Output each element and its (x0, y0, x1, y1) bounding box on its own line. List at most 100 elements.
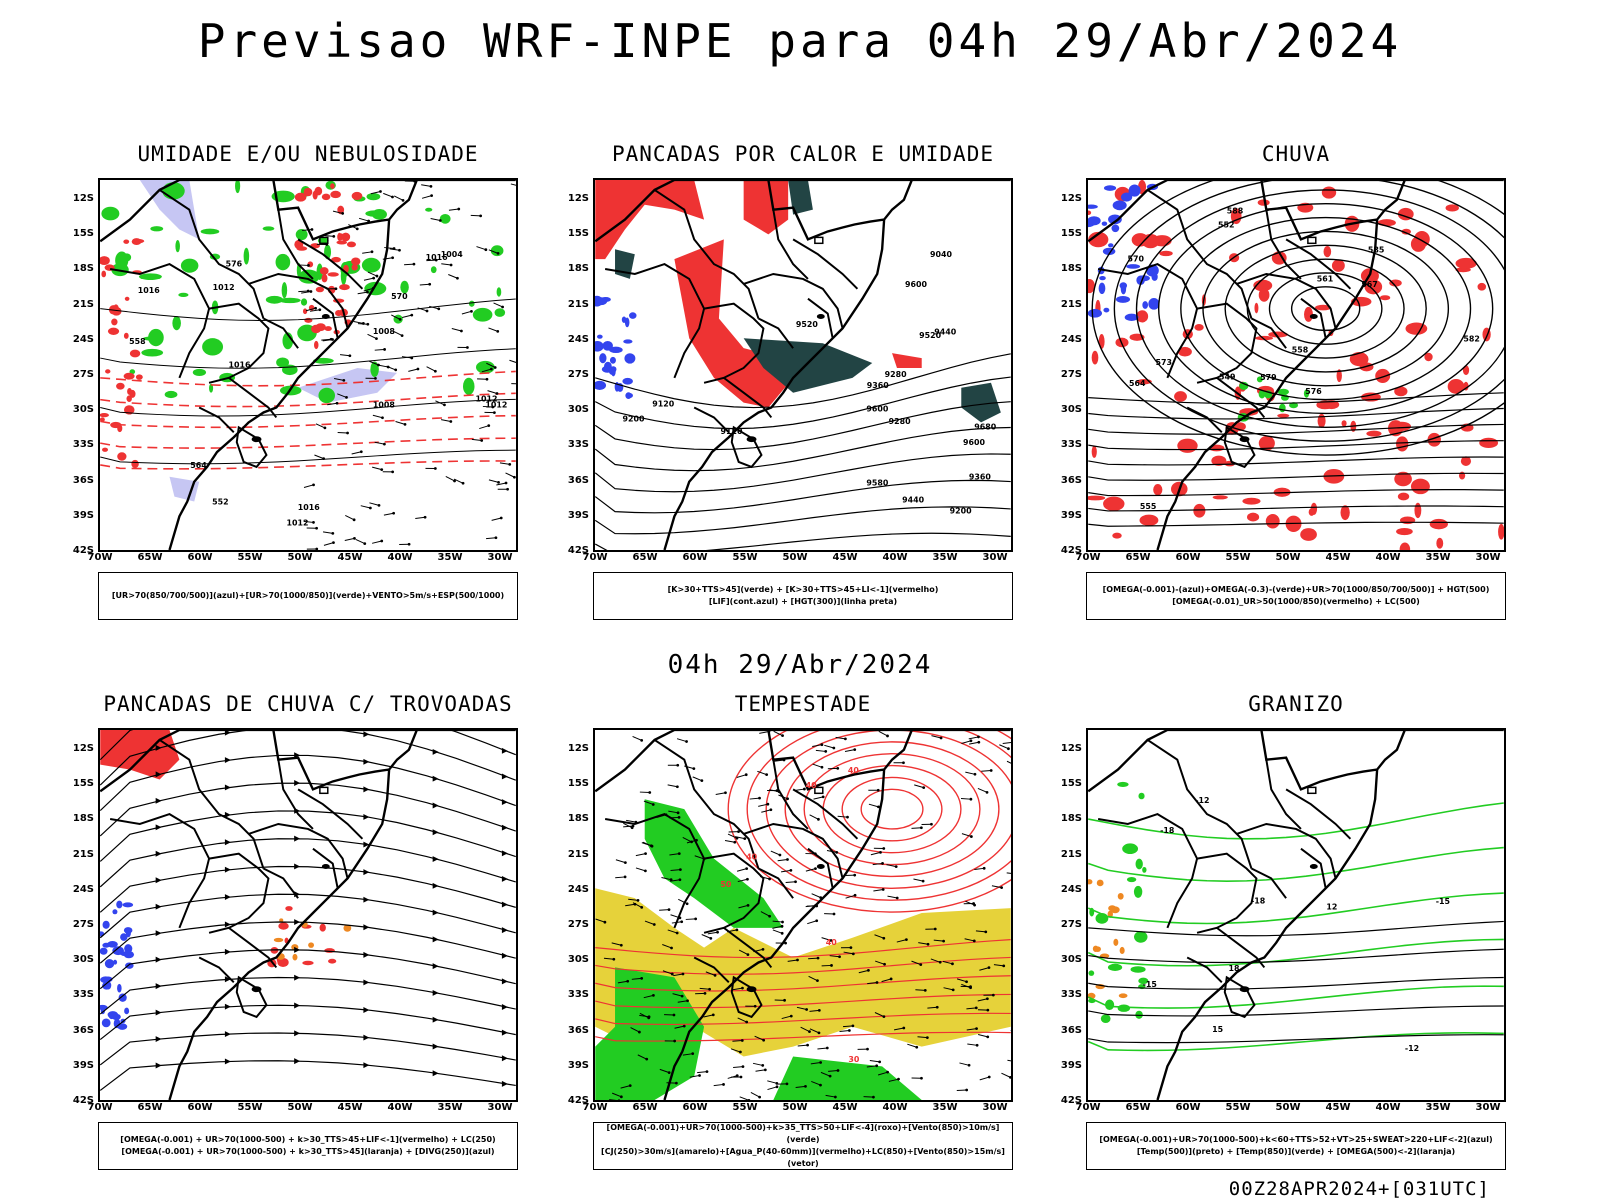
wind-vector-head (430, 194, 433, 198)
wind-vector-head (652, 923, 656, 926)
latitude-tick-label: 15S (1060, 778, 1082, 790)
country-border (792, 788, 859, 840)
wind-vector-shaft (667, 929, 678, 934)
wind-vector-head (737, 830, 740, 833)
wind-vector-shaft (811, 1080, 821, 1086)
wind-vector-shaft (384, 247, 395, 250)
divergence-area (100, 900, 135, 1030)
geopotential-500-contour-ring (1290, 286, 1361, 332)
streamline-arrow (432, 829, 439, 836)
wind-vector-head (853, 873, 857, 877)
divergence-area-cell (107, 1011, 119, 1019)
wind-vector-shaft (914, 784, 924, 789)
wind-vector-shaft (773, 730, 783, 737)
rain-area-cell (1211, 455, 1227, 466)
streamline-arrow (432, 989, 439, 996)
streamline-arrow (363, 951, 370, 958)
temperature-850-contour-cell (1088, 970, 1095, 976)
streamline-arrow (501, 850, 508, 857)
wind-vector-head (429, 185, 433, 188)
latitude-tick-label: 27S (1060, 369, 1082, 380)
wind-vector-shaft (738, 949, 749, 956)
wind-vector-shaft (810, 1062, 821, 1065)
wind-vector-shaft (738, 904, 749, 909)
wind-vector-head (685, 740, 688, 743)
wind-vector-shaft (863, 1096, 874, 1098)
wind-vector-head (851, 1024, 855, 1028)
thickness-marker-cell (100, 412, 109, 418)
wind-vector-head (977, 740, 981, 744)
wind-vector-head (644, 869, 647, 873)
country-border (703, 302, 765, 384)
wind-vector-head (352, 518, 356, 522)
wind-vector-shaft (421, 195, 432, 199)
thickness-marker-cell (117, 452, 127, 461)
wind-vector-head (761, 1064, 765, 1067)
map-legend: [OMEGA(-0.001)+UR>70(1000-500)+k<60+TTS>… (1086, 1122, 1506, 1170)
omega-area-cell (1099, 276, 1106, 281)
omega-500-area-cell (1119, 946, 1125, 954)
wind-vector-shaft (370, 191, 381, 195)
longitude-tick-label: 45W (1325, 1102, 1351, 1113)
wind-vector-shaft (334, 377, 344, 381)
wind-vector-head (315, 547, 319, 550)
wind-vector-head (761, 947, 765, 951)
wind-vector-shaft (736, 774, 747, 779)
wind-vector-head (817, 1031, 821, 1035)
streamline-arrow (294, 780, 301, 786)
lagoon (251, 986, 262, 993)
country-border (277, 209, 314, 280)
weather-map: -12 -15 -18 -12 -15 -18 12 15 18 (1086, 728, 1506, 1102)
temperature-850-contour-cell (1105, 999, 1115, 1011)
wind-vector-shaft (689, 1074, 700, 1078)
wind-vector-head (889, 977, 893, 981)
wind-vector-shaft (363, 277, 374, 281)
omega-area-cell (1142, 301, 1149, 309)
wind-vector-shaft (482, 405, 493, 408)
wind-vector-shaft (807, 920, 817, 925)
longitude-tick-label: 50W (287, 552, 313, 563)
wind-vector-shaft (429, 305, 439, 310)
wind-vector-head (830, 964, 833, 967)
wind-vector-head (667, 908, 671, 912)
wind-vector-head (1009, 1075, 1011, 1079)
latitude-tick-label: 39S (567, 1059, 589, 1071)
wind-vector-head (875, 981, 879, 984)
low-humidity-contour-cell (192, 368, 207, 377)
geopotential-500-contour-line (1088, 472, 1504, 481)
low-humidity-contour-cell (262, 226, 275, 231)
wind-vector-head (504, 481, 508, 485)
wind-vector-head (753, 1004, 757, 1008)
wind-vector-head (762, 1038, 766, 1042)
wind-vector-shaft (374, 441, 385, 445)
contour-label: -12 (1405, 1044, 1419, 1053)
lifted-index-contour-cell (622, 377, 633, 385)
wind-vector-shaft (367, 271, 378, 277)
thunderstorm-area-cell (285, 906, 293, 911)
streamline-arrow (363, 1007, 370, 1013)
wind-vector-shaft (739, 1096, 750, 1100)
latitude-tick-label: 42S (72, 545, 94, 556)
latitude-tick-label: 42S (1060, 1095, 1082, 1106)
geopotential-500-contour-line (1088, 456, 1504, 466)
wind-vector-head (355, 227, 359, 231)
precipitable-water-contour-line (595, 1012, 1011, 1026)
contour-label: 1012 (213, 283, 235, 292)
wind-vector-head (989, 769, 993, 772)
wind-vector-shaft (661, 877, 672, 881)
thickness-marker-cell (351, 264, 358, 271)
latitude-tick-label: 36S (72, 474, 94, 486)
low-humidity-contour-cell (425, 207, 433, 212)
low-humidity-contour-cell (101, 206, 120, 221)
contour-label: 50 (720, 880, 732, 889)
wind-vector-head (768, 914, 772, 918)
wind-vector-head (768, 877, 771, 881)
wind-vector-head (866, 1047, 869, 1051)
wind-vector-shaft (355, 539, 365, 545)
low-humidity-contour-cell (366, 193, 381, 201)
thickness-marker-cell (321, 273, 328, 283)
wind-vector-head (346, 431, 349, 435)
country-border (208, 852, 270, 934)
thickness-marker-cell (327, 272, 339, 277)
wind-vector-head (784, 941, 787, 945)
